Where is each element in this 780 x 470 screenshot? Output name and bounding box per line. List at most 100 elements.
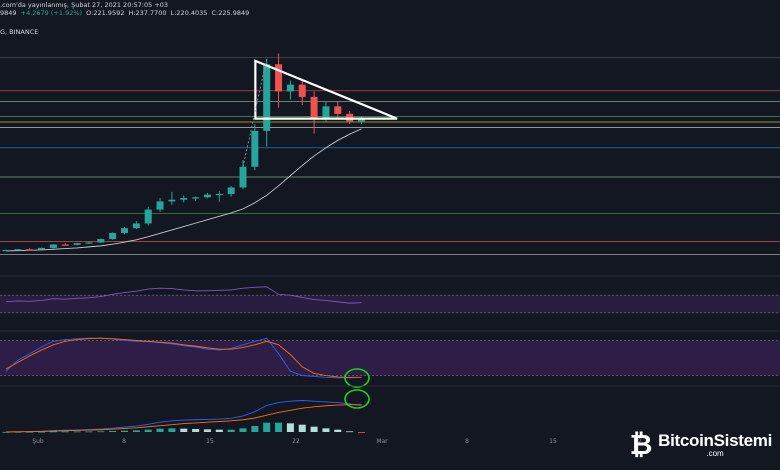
published-text: .com'da yayınlanmış, Şubat 27, 2021 20:5…	[0, 1, 169, 9]
macd-histogram-bar	[286, 423, 294, 432]
candle	[263, 58, 271, 147]
macd-histogram-bar	[38, 431, 46, 433]
x-tick-label: 8	[465, 438, 469, 445]
candle	[144, 206, 152, 226]
candle	[26, 248, 34, 251]
x-tick-label: Şub	[32, 438, 44, 445]
candle	[156, 198, 164, 212]
stoch-k-line	[5, 337, 362, 379]
ohlc-low: L:220.4035	[170, 9, 208, 17]
macd-histogram-bar	[156, 428, 164, 432]
candle	[97, 238, 105, 243]
x-tick-label: Mar	[376, 438, 388, 445]
candle	[298, 81, 306, 106]
highlight-circle	[344, 368, 370, 388]
candle-body	[227, 187, 235, 194]
macd-histogram-bar	[239, 428, 247, 432]
rsi-panel	[0, 286, 780, 314]
candle	[203, 192, 211, 199]
candle-body	[192, 197, 200, 199]
chart-header: .com'da yayınlanmış, Şubat 27, 2021 20:5…	[0, 1, 251, 17]
candle-body	[334, 106, 342, 114]
macd-histogram-bar	[109, 431, 117, 432]
candle-body	[263, 64, 271, 131]
macd-histogram-bar	[334, 429, 342, 432]
x-tick-label: 8	[122, 438, 126, 445]
triangle-pattern	[242, 58, 398, 167]
macd-histogram-bar	[180, 428, 188, 432]
macd-signal-line	[5, 404, 362, 433]
candle-body	[85, 242, 93, 244]
candle	[275, 53, 283, 108]
candle-body	[180, 198, 188, 200]
stoch-d-line	[5, 337, 362, 378]
macd-histogram-bar	[97, 431, 105, 433]
macd-histogram-bar	[310, 426, 318, 432]
candle-body	[73, 243, 81, 245]
candle-body	[38, 247, 46, 250]
macd-histogram-bar	[2, 431, 10, 433]
moving-average-line	[5, 128, 362, 252]
candle-body	[109, 232, 117, 240]
candle-body	[97, 239, 105, 243]
candle-body	[275, 64, 283, 92]
macd-histogram-bar	[73, 431, 81, 433]
candle-body	[310, 96, 318, 119]
ohlc-close: C:225.9849	[211, 9, 250, 17]
candle	[192, 196, 200, 202]
macd-histogram-bar	[215, 429, 223, 432]
candle	[227, 186, 235, 197]
candle	[310, 91, 318, 134]
watermark: ₿ BitcoinSistemi .com	[628, 428, 773, 462]
price-change: +4.2679 (+1.92%)	[20, 9, 83, 17]
candle-body	[26, 249, 34, 251]
x-tick-label: 22	[634, 438, 642, 445]
bitcoin-logo-icon: ₿	[630, 428, 653, 461]
watermark-brand: BitcoinSistemi	[658, 431, 772, 450]
candle-body	[132, 223, 140, 229]
candle	[85, 241, 93, 244]
candle	[251, 124, 259, 171]
candles	[2, 53, 365, 252]
candle-body	[298, 84, 306, 97]
macd-histogram-bar	[14, 431, 22, 433]
candle-body	[2, 249, 10, 252]
candle-body	[61, 244, 69, 246]
candle	[73, 242, 81, 246]
watermark-domain: .com	[706, 449, 724, 458]
macd-histogram-bar	[121, 430, 128, 432]
macd-histogram-bar	[298, 424, 306, 432]
candle-body	[239, 166, 247, 188]
ohlc-high: H:237.7700	[128, 9, 167, 17]
candle	[109, 232, 117, 240]
candle-body	[203, 194, 211, 198]
candle	[286, 80, 294, 100]
macd-histogram-bar	[263, 422, 271, 432]
candle	[2, 249, 10, 252]
macd-histogram-bar	[227, 429, 235, 432]
macd-line	[5, 400, 362, 433]
macd-histogram-bar	[358, 432, 365, 433]
candle-body	[168, 199, 176, 202]
candle-body	[49, 244, 57, 248]
candle-body	[215, 193, 223, 196]
candle	[49, 244, 57, 249]
macd-histogram-bar	[251, 426, 259, 432]
stoch-band	[0, 340, 780, 376]
highlight-circle	[344, 389, 370, 409]
macd-histogram-bar	[192, 429, 200, 432]
candle-body	[14, 249, 22, 251]
candle	[14, 248, 22, 251]
candle	[38, 247, 46, 250]
macd-histogram-bar	[275, 422, 283, 432]
macd-histogram-bar	[203, 429, 211, 432]
candle	[132, 221, 140, 229]
x-axis: Şub 8 15 22 Mar 8 15 22	[0, 275, 780, 445]
x-tick-label: 22	[292, 438, 300, 445]
rsi-band	[0, 295, 780, 313]
candle	[334, 100, 342, 119]
macd-histogram-bar	[132, 430, 140, 432]
candle	[121, 226, 128, 235]
stoch-rsi-panel	[0, 337, 780, 388]
